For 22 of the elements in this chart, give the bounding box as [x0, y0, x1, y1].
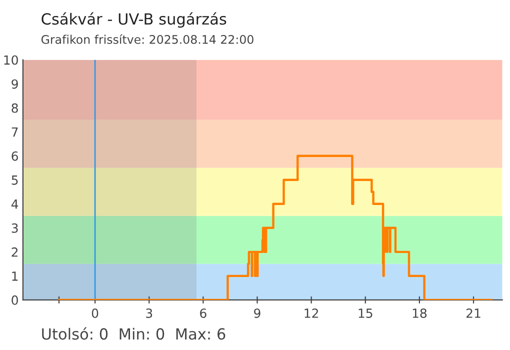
- y-tick-label: 8: [12, 103, 18, 113]
- y-tick-label: 3: [12, 223, 18, 233]
- x-tick-label: 12: [304, 308, 318, 318]
- x-tick-label: 3: [146, 308, 152, 318]
- x-tick-label: 9: [254, 308, 260, 318]
- y-tick-label: 0: [12, 295, 18, 305]
- y-tick-label: 6: [12, 151, 18, 161]
- x-tick-label: 18: [412, 308, 427, 318]
- y-tick-label: 7: [12, 128, 18, 137]
- y-tick-label: 1: [12, 272, 18, 281]
- y-tick-label: 10: [4, 55, 18, 65]
- y-tick-label: 4: [11, 200, 18, 209]
- x-tick-label: 15: [358, 308, 372, 318]
- y-tick-label: 9: [12, 79, 18, 89]
- chart-subtitle: Grafikon frissítve: 2025.08.14 22:00: [41, 34, 254, 44]
- y-tick-label: 2: [12, 247, 18, 257]
- text: Utolsó: 0 Min: 0 Max: 6: [42, 327, 226, 340]
- y-tick-label: 5: [12, 176, 18, 185]
- chart-title: Csákvár - UV-B sugárzás: [42, 12, 226, 28]
- x-tick-label: 21: [466, 308, 480, 318]
- x-tick-label: 6: [200, 308, 206, 318]
- x-tick-label: 0: [92, 308, 98, 318]
